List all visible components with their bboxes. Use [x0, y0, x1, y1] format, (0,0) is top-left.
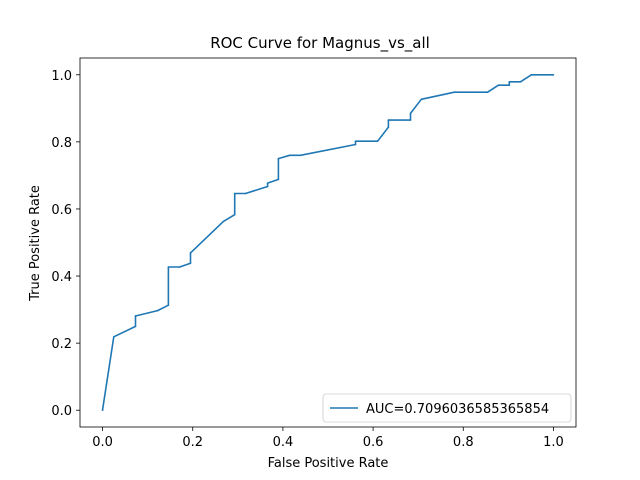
legend-label: AUC=0.7096036585365854: [366, 402, 549, 417]
x-tick-label: 0.4: [273, 435, 294, 450]
legend: AUC=0.7096036585365854: [322, 393, 572, 423]
roc-point: [453, 91, 456, 94]
x-tick-label: 1.0: [543, 435, 564, 450]
roc-point: [178, 266, 181, 268]
roc-point: [288, 154, 291, 157]
legend-box: [322, 393, 572, 423]
plot-frame: [79, 57, 577, 428]
roc-point: [519, 81, 522, 83]
roc-point: [530, 73, 533, 76]
roc-point: [277, 178, 280, 181]
roc-point: [134, 325, 137, 328]
roc-curve-points: [101, 73, 555, 412]
roc-point: [266, 185, 269, 188]
roc-point: [233, 192, 236, 195]
roc-point: [409, 112, 412, 115]
y-tick-label: 0.6: [51, 203, 72, 218]
x-axis-ticks: 0.0 0.2 0.4 0.6 0.8 1.0: [92, 427, 564, 450]
roc-point: [299, 154, 302, 157]
roc-point: [486, 91, 489, 94]
roc-point: [167, 304, 170, 307]
roc-point: [156, 309, 159, 312]
y-tick-label: 0.0: [51, 404, 72, 419]
y-tick-label: 0.2: [51, 337, 72, 352]
roc-point: [167, 266, 170, 268]
chart-title: ROC Curve for Magnus_vs_all: [210, 34, 430, 53]
roc-point: [508, 81, 511, 83]
roc-point: [266, 182, 269, 184]
roc-point: [420, 98, 423, 101]
y-axis-ticks: 0.0 0.2 0.4 0.6 0.8 1.0: [51, 69, 80, 419]
x-tick-label: 0.2: [182, 435, 203, 450]
roc-point: [387, 126, 390, 128]
roc-point: [552, 73, 555, 76]
roc-point: [354, 143, 357, 146]
x-tick-label: 0.6: [363, 435, 384, 450]
roc-point: [222, 220, 225, 223]
x-axis-label: False Positive Rate: [268, 456, 389, 471]
roc-point: [134, 315, 137, 317]
roc-point: [244, 192, 247, 195]
roc-point: [113, 335, 115, 338]
y-tick-label: 0.8: [51, 136, 72, 151]
roc-point: [354, 140, 357, 142]
roc-point: [189, 252, 192, 254]
roc-point: [101, 409, 104, 412]
x-tick-label: 0.0: [92, 435, 113, 450]
roc-point: [497, 84, 500, 86]
roc-point: [189, 262, 192, 265]
y-tick-label: 0.4: [51, 270, 72, 285]
y-tick-label: 1.0: [51, 69, 72, 84]
roc-point: [409, 119, 412, 121]
roc-point: [387, 119, 390, 121]
x-tick-label: 0.8: [453, 435, 474, 450]
roc-point: [233, 213, 236, 216]
roc-point: [376, 140, 379, 142]
y-axis-label: True Positive Rate: [28, 185, 43, 302]
roc-point: [277, 157, 280, 160]
roc-curve-line: [101, 74, 554, 411]
roc-point: [508, 84, 511, 86]
